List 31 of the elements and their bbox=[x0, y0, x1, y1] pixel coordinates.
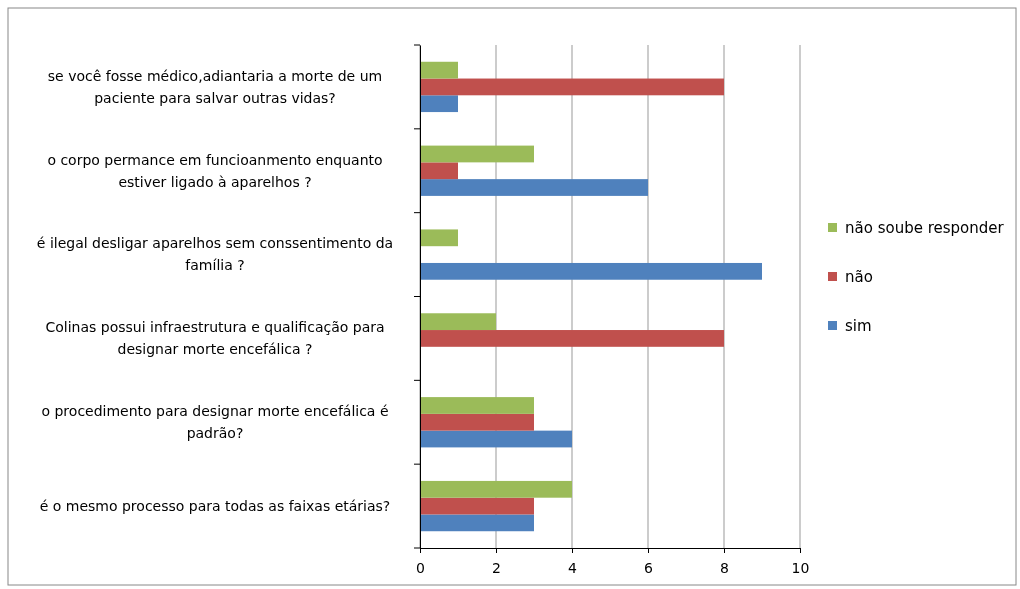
bar bbox=[420, 78, 724, 96]
y-tick-label: Colinas possui infraestrutura e qualificação para designar morte encefálica ? bbox=[45, 319, 385, 358]
x-tick-label: 0 bbox=[416, 559, 425, 576]
x-tick-label: 4 bbox=[568, 559, 578, 576]
bar bbox=[420, 229, 458, 247]
y-tick-label: é ilegal desligar aparelhos sem conssentimento da família ? bbox=[36, 235, 394, 274]
bar bbox=[420, 61, 458, 79]
y-tick-label: o corpo permance em funcioanmento enquanto estiver ligado à aparelhos ? bbox=[47, 151, 383, 190]
bar bbox=[420, 397, 534, 414]
bar bbox=[420, 430, 572, 448]
y-tick-label: é o mesmo processo para todas as faixas etárias? bbox=[39, 497, 391, 514]
x-tick-label: 2 bbox=[492, 559, 501, 576]
x-tick-label: 6 bbox=[644, 559, 654, 576]
bar bbox=[420, 497, 534, 515]
bar bbox=[420, 313, 496, 331]
bar bbox=[420, 514, 534, 532]
bar bbox=[420, 179, 648, 196]
legend-label: sim bbox=[845, 317, 872, 336]
bar bbox=[420, 330, 724, 347]
y-tick-label: se você fosse médico,adiantaria a morte de um paciente para salvar outras vidas? bbox=[47, 67, 383, 106]
bar bbox=[420, 95, 458, 113]
bar bbox=[420, 145, 534, 163]
bar bbox=[420, 162, 458, 180]
x-tick-label: 8 bbox=[720, 559, 729, 576]
bar bbox=[420, 480, 572, 498]
bar bbox=[420, 262, 762, 280]
y-tick-label: o procedimento para designar morte encefálica é padrão? bbox=[41, 403, 389, 442]
x-tick-label: 10 bbox=[791, 559, 810, 576]
legend-label: não soube responder bbox=[845, 219, 1005, 238]
legend-label: não bbox=[845, 268, 873, 287]
bar bbox=[420, 413, 534, 431]
